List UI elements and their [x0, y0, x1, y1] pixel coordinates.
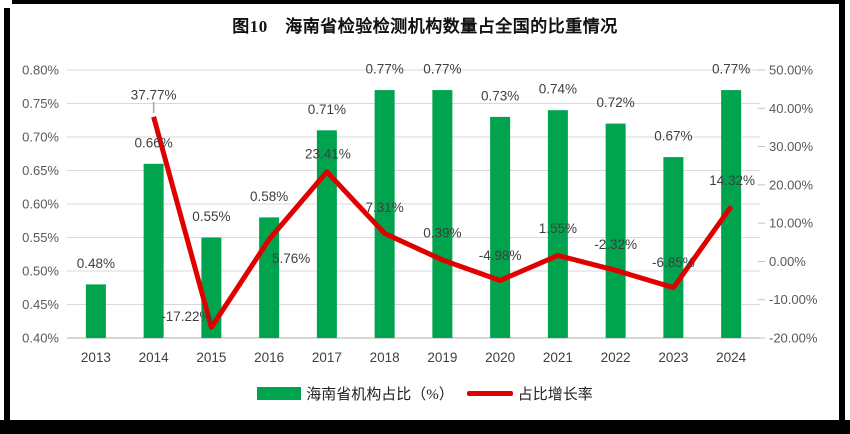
growth-rate-line [151, 116, 734, 330]
x-axis-label: 2023 [658, 350, 688, 365]
line-value-label: 7.31% [365, 200, 403, 215]
left-axis-tick-label: 0.75% [22, 96, 59, 111]
left-axis-tick-label: 0.70% [22, 130, 59, 145]
legend-label-line-series: 占比增长率 [517, 387, 593, 403]
x-axis-label: 2015 [196, 350, 226, 365]
bar-value-label: 0.72% [596, 95, 634, 110]
bar-value-label: 0.71% [308, 102, 346, 117]
right-axis-tick-label: 20.00% [769, 177, 814, 192]
left-axis-tick-label: 0.55% [22, 230, 59, 245]
bar-value-label: 0.67% [654, 129, 692, 144]
bar-value-label: 0.73% [481, 88, 519, 103]
bar-2020 [490, 116, 511, 339]
bar-2017 [316, 130, 337, 338]
x-axis-label: 2016 [254, 350, 284, 365]
scan-border-right [839, 0, 845, 422]
bar-series-swatch-icon [257, 387, 302, 400]
bar-2014 [143, 163, 164, 338]
x-axis-label: 2022 [601, 350, 631, 365]
bar-value-label: 0.77% [712, 62, 750, 77]
bar-value-label: 0.77% [365, 62, 403, 77]
line-value-label: 5.76% [272, 251, 310, 266]
line-value-label: 0.39% [423, 225, 461, 240]
line-value-label: 23.41% [305, 146, 351, 161]
right-axis-tick-label: 50.00% [769, 63, 814, 78]
line-value-label: 14.32% [709, 173, 755, 188]
bar-value-label: 0.48% [77, 256, 115, 271]
bar-value-label: 0.66% [134, 135, 172, 150]
left-axis-tick-label: 0.60% [22, 197, 59, 212]
bar-2022 [605, 123, 626, 338]
line-value-label: -6.85% [652, 255, 695, 270]
legend-label-bar-series: 海南省机构占比（%） [306, 387, 454, 403]
scan-border-left [4, 8, 10, 434]
bar-2013 [85, 284, 106, 338]
bar-2021 [547, 110, 568, 338]
x-axis-label: 2017 [312, 350, 342, 365]
right-axis-tick-label: 30.00% [769, 139, 814, 154]
bar-2018 [374, 90, 395, 338]
left-axis-tick-label: 0.40% [22, 331, 59, 346]
left-axis-tick-label: 0.45% [22, 297, 59, 312]
legend-item-line-series: 占比增长率 [466, 383, 593, 404]
line-value-label: -2.32% [594, 237, 637, 252]
bar-2016 [259, 217, 280, 338]
bar-2023 [663, 157, 684, 338]
line-value-label: 37.77% [131, 87, 177, 102]
x-axis-label: 2020 [485, 350, 515, 365]
line-value-label: 1.55% [539, 221, 577, 236]
x-axis-label: 2021 [543, 350, 573, 365]
legend-item-bar-series: 海南省机构占比（%） [257, 383, 454, 404]
right-axis-tick-label: 40.00% [769, 101, 814, 116]
x-axis-label: 2018 [370, 350, 400, 365]
right-axis-tick-label: -20.00% [769, 331, 818, 346]
right-axis-tick-label: 0.00% [769, 254, 806, 269]
left-axis-tick-label: 0.50% [22, 264, 59, 279]
right-axis-tick-label: -10.00% [769, 292, 818, 307]
chart-legend: 海南省机构占比（%） 占比增长率 [0, 383, 850, 404]
bar-value-label: 0.77% [423, 62, 461, 77]
line-series-swatch-icon [466, 391, 513, 396]
left-axis-tick-label: 0.80% [22, 63, 59, 78]
x-axis-label: 2014 [139, 350, 170, 365]
bar-2019 [432, 90, 453, 338]
scan-border-top [12, 0, 845, 4]
x-axis-label: 2024 [716, 350, 747, 365]
right-axis-tick-label: 10.00% [769, 216, 814, 231]
chart-title: 图10 海南省检验检测机构数量占全国的比重情况 [232, 17, 618, 36]
x-axis-label: 2013 [81, 350, 111, 365]
bar-value-label: 0.58% [250, 189, 288, 204]
scan-border-bottom [0, 420, 850, 434]
bar-2024 [721, 90, 742, 338]
line-value-label: -4.98% [479, 248, 522, 263]
left-axis-tick-label: 0.65% [22, 163, 59, 178]
x-axis-label: 2019 [427, 350, 457, 365]
line-value-label: -17.22% [161, 309, 211, 324]
bar-value-label: 0.74% [539, 82, 577, 97]
bar-value-label: 0.55% [192, 209, 230, 224]
